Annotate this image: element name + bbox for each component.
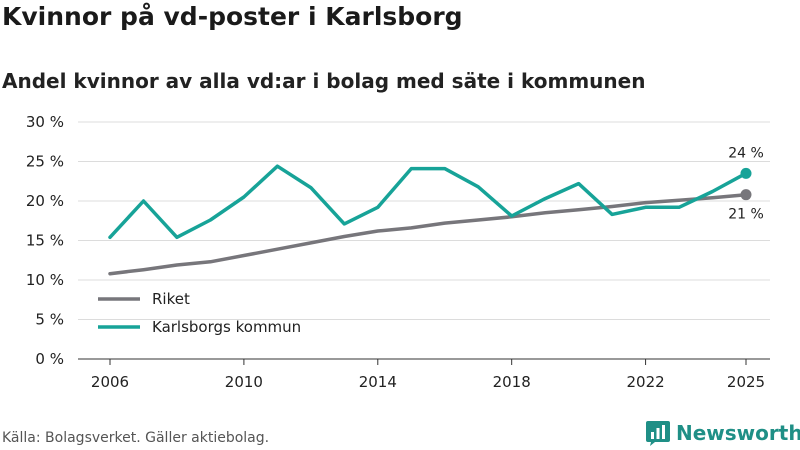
y-tick-label: 25 %	[26, 153, 64, 171]
chart-title: Kvinnor på vd-poster i Karlsborg	[2, 2, 463, 31]
x-tick-label: 2006	[91, 373, 129, 391]
x-tick-label: 2018	[493, 373, 531, 391]
y-tick-label: 15 %	[26, 232, 64, 250]
series-line-riket	[108, 192, 748, 276]
x-tick-label: 2025	[727, 373, 765, 391]
source-note: Källa: Bolagsverket. Gäller aktiebolag.	[2, 430, 270, 446]
legend-label: Riket	[152, 290, 190, 308]
y-tick-label: 10 %	[26, 271, 64, 289]
x-tick-label: 2014	[359, 373, 397, 391]
end-label-karlsborgs-kommun: 24 %	[728, 145, 764, 161]
legend-label: Karlsborgs kommun	[152, 318, 301, 336]
brand: Newsworthy	[645, 420, 800, 446]
chart-subtitle: Andel kvinnor av alla vd:ar i bolag med …	[2, 69, 646, 93]
end-marker-riket	[740, 189, 752, 201]
x-tick-label: 2010	[225, 373, 263, 391]
newsworthy-logo-icon	[646, 421, 670, 446]
end-label-riket: 21 %	[728, 207, 764, 223]
brand-name: Newsworthy	[676, 421, 800, 445]
y-tick-label: 0 %	[35, 350, 64, 368]
series-line-karlsborgs-kommun	[108, 164, 748, 240]
y-tick-label: 5 %	[35, 311, 64, 329]
x-tick-label: 2022	[626, 373, 664, 391]
end-marker-karlsborgs-kommun	[740, 167, 752, 179]
y-tick-label: 30 %	[26, 113, 64, 131]
y-tick-label: 20 %	[26, 192, 64, 210]
